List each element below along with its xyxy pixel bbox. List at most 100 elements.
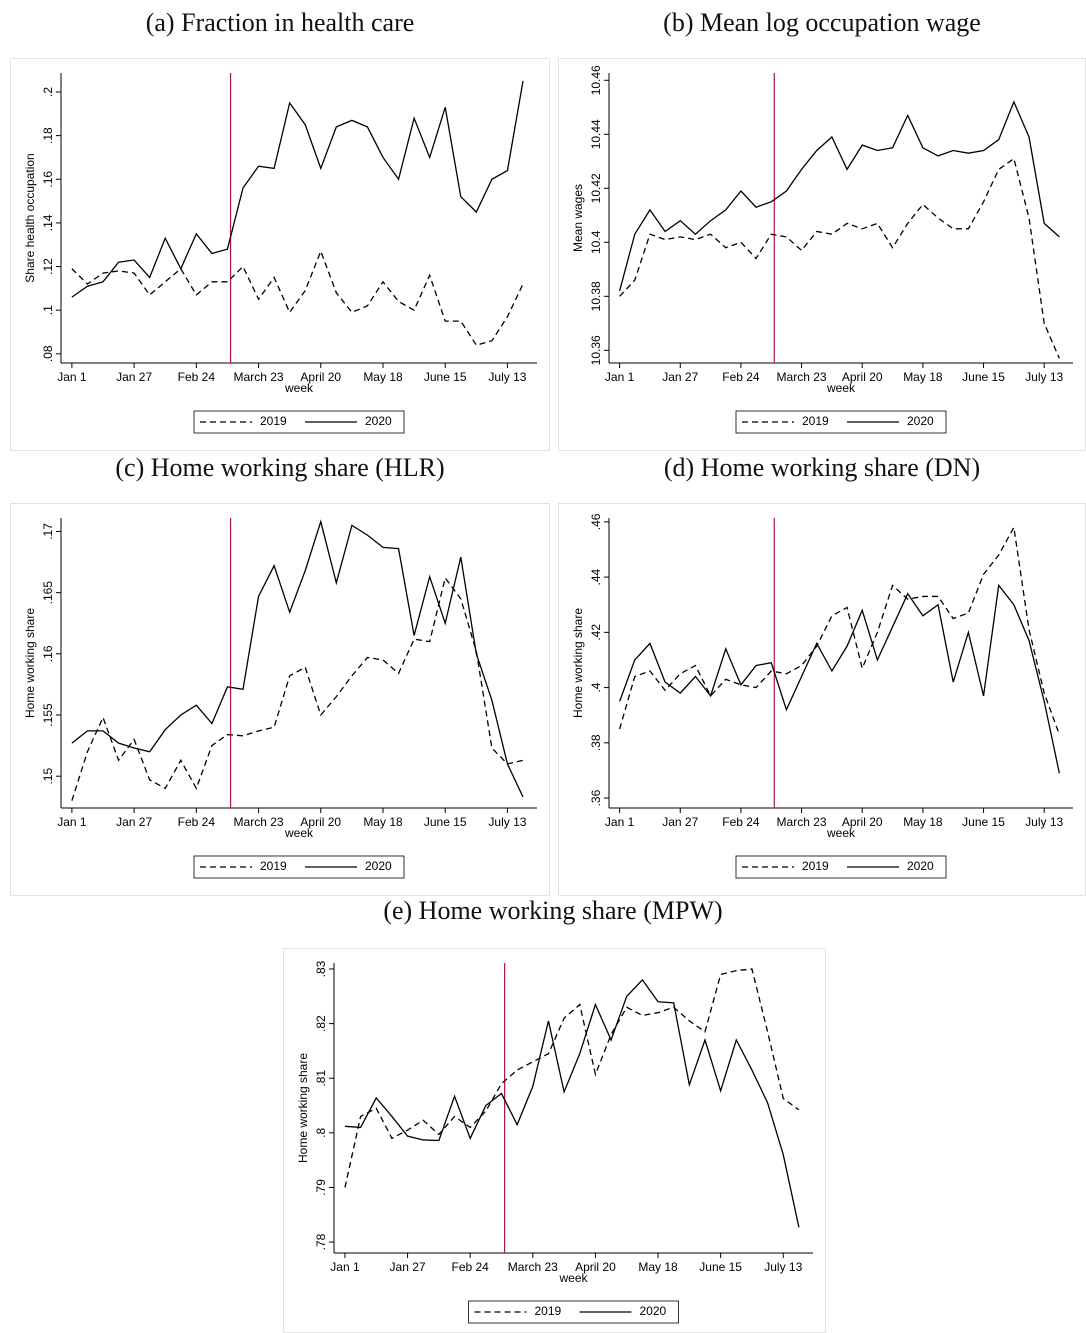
- chart-title: (d) Home working share (DN): [663, 453, 981, 482]
- y-tick-label: .165: [41, 581, 55, 605]
- chart: .78 .79 .8 .81 .82 .83 Jan 1 Jan 27 Feb 24 March …: [296, 960, 813, 1324]
- x-tick-label: June 15: [962, 815, 1005, 829]
- y-tick-label: 10.36: [589, 335, 603, 365]
- x-tick-label: Jan 1: [605, 815, 635, 829]
- y-axis-label: Home working share: [23, 608, 37, 718]
- x-tick-label: March 23: [777, 815, 827, 829]
- y-axis-label: Share health occupation: [23, 153, 37, 282]
- y-tick-label: 10.38: [589, 281, 603, 311]
- legend-label: 2020: [365, 414, 392, 428]
- y-axis-label: Home working share: [296, 1053, 310, 1163]
- x-axis-label: week: [284, 826, 314, 840]
- x-tick-label: March 23: [777, 370, 827, 384]
- y-tick-label: .17: [41, 523, 55, 540]
- x-tick-label: May 18: [903, 370, 943, 384]
- x-axis-label: week: [558, 1271, 588, 1285]
- x-tick-label: June 15: [424, 815, 467, 829]
- x-tick-label: April 20: [300, 370, 341, 384]
- x-tick-label: Jan 27: [116, 370, 152, 384]
- series-line: [71, 576, 524, 801]
- x-tick-label: July 13: [1025, 370, 1063, 384]
- legend-label: 2020: [907, 414, 934, 428]
- legend-box: [735, 855, 947, 879]
- legend-label: 2020: [365, 859, 392, 873]
- y-tick-label: .8: [314, 1128, 328, 1138]
- series-line: [71, 519, 524, 798]
- x-tick-label: Feb 24: [178, 815, 216, 829]
- x-tick-label: Feb 24: [178, 370, 216, 384]
- legend-label: 2020: [907, 859, 934, 873]
- legend-box: [193, 855, 405, 879]
- x-tick-label: June 15: [699, 1260, 742, 1274]
- x-tick-label: May 18: [363, 370, 403, 384]
- x-tick-label: July 13: [488, 815, 526, 829]
- y-tick-label: .38: [589, 734, 603, 751]
- series-line: [71, 80, 524, 298]
- x-tick-label: May 18: [363, 815, 403, 829]
- y-tick-label: .82: [314, 1015, 328, 1032]
- y-tick-label: .15: [41, 768, 55, 785]
- x-tick-label: Jan 27: [116, 815, 152, 829]
- legend-label: 2019: [260, 859, 287, 873]
- x-axis-label: week: [284, 381, 314, 395]
- y-tick-label: .46: [589, 513, 603, 530]
- series-line: [618, 525, 1060, 735]
- y-tick-label: .4: [589, 682, 603, 692]
- y-tick-label: .1: [41, 305, 55, 315]
- x-tick-label: June 15: [424, 370, 467, 384]
- series-line: [344, 968, 800, 1188]
- chart: .36 .38 .4 .42 .44 .46 Jan 1 Jan 27 Feb 24 March …: [571, 513, 1073, 879]
- x-tick-label: Jan 27: [662, 815, 698, 829]
- x-axis-label: week: [826, 826, 856, 840]
- chart-panel: .08 .1 .12 .14 .16 .18 .2 Jan 1 Jan 27 Feb 24 Marc…: [10, 58, 550, 451]
- chart: 10.36 10.38 10.4 10.42 10.44 10.46 Jan 1 Jan 27…: [571, 65, 1073, 434]
- y-tick-label: .83: [314, 960, 328, 977]
- y-tick-label: .12: [41, 258, 55, 275]
- chart-title: (b) Mean log occupation wage: [663, 8, 981, 37]
- y-tick-label: .16: [41, 171, 55, 188]
- y-tick-label: 10.42: [589, 173, 603, 203]
- x-tick-label: Feb 24: [452, 1260, 490, 1274]
- x-tick-label: July 13: [488, 370, 526, 384]
- series-line: [71, 249, 524, 346]
- legend-box: [735, 410, 947, 434]
- y-tick-label: .16: [41, 645, 55, 662]
- x-tick-label: Feb 24: [722, 370, 760, 384]
- chart-title: (a) Fraction in health care: [145, 8, 415, 37]
- y-tick-label: .79: [314, 1179, 328, 1196]
- x-tick-label: Jan 1: [605, 370, 635, 384]
- x-tick-label: April 20: [842, 815, 883, 829]
- y-tick-label: .2: [41, 87, 55, 97]
- y-tick-label: 10.46: [589, 65, 603, 95]
- x-tick-label: July 13: [1025, 815, 1063, 829]
- chart-title: (e) Home working share (MPW): [383, 896, 723, 925]
- y-tick-label: .44: [589, 568, 603, 585]
- y-axis-label: Home working share: [571, 608, 585, 718]
- legend-label: 2019: [535, 1304, 562, 1318]
- chart: .08 .1 .12 .14 .16 .18 .2 Jan 1 Jan 27 Feb 24 Marc…: [23, 73, 537, 434]
- y-tick-label: .81: [314, 1070, 328, 1087]
- legend-label: 2019: [802, 414, 829, 428]
- legend-label: 2019: [260, 414, 287, 428]
- x-tick-label: Jan 1: [57, 370, 87, 384]
- legend-box: [468, 1300, 679, 1324]
- x-tick-label: June 15: [962, 370, 1005, 384]
- legend-label: 2020: [640, 1304, 667, 1318]
- x-tick-label: Jan 1: [330, 1260, 360, 1274]
- x-tick-label: March 23: [234, 370, 284, 384]
- x-tick-label: July 13: [764, 1260, 802, 1274]
- chart-panel: .36 .38 .4 .42 .44 .46 Jan 1 Jan 27 Feb 24 March …: [558, 503, 1086, 896]
- series-line: [618, 100, 1060, 292]
- legend-box: [193, 410, 405, 434]
- chart-panel: 10.36 10.38 10.4 10.42 10.44 10.46 Jan 1 Jan 27…: [558, 58, 1086, 451]
- x-tick-label: April 20: [575, 1260, 616, 1274]
- y-tick-label: .155: [41, 703, 55, 727]
- chart: .15 .155 .16 .165 .17 Jan 1 Jan 27 Feb 24 March …: [23, 518, 537, 879]
- x-tick-label: Jan 27: [662, 370, 698, 384]
- x-tick-label: May 18: [903, 815, 943, 829]
- y-tick-label: .78: [314, 1233, 328, 1250]
- chart-panel: .15 .155 .16 .165 .17 Jan 1 Jan 27 Feb 24 March …: [10, 503, 550, 896]
- y-tick-label: 10.4: [589, 230, 603, 254]
- series-line: [618, 583, 1060, 774]
- x-tick-label: April 20: [842, 370, 883, 384]
